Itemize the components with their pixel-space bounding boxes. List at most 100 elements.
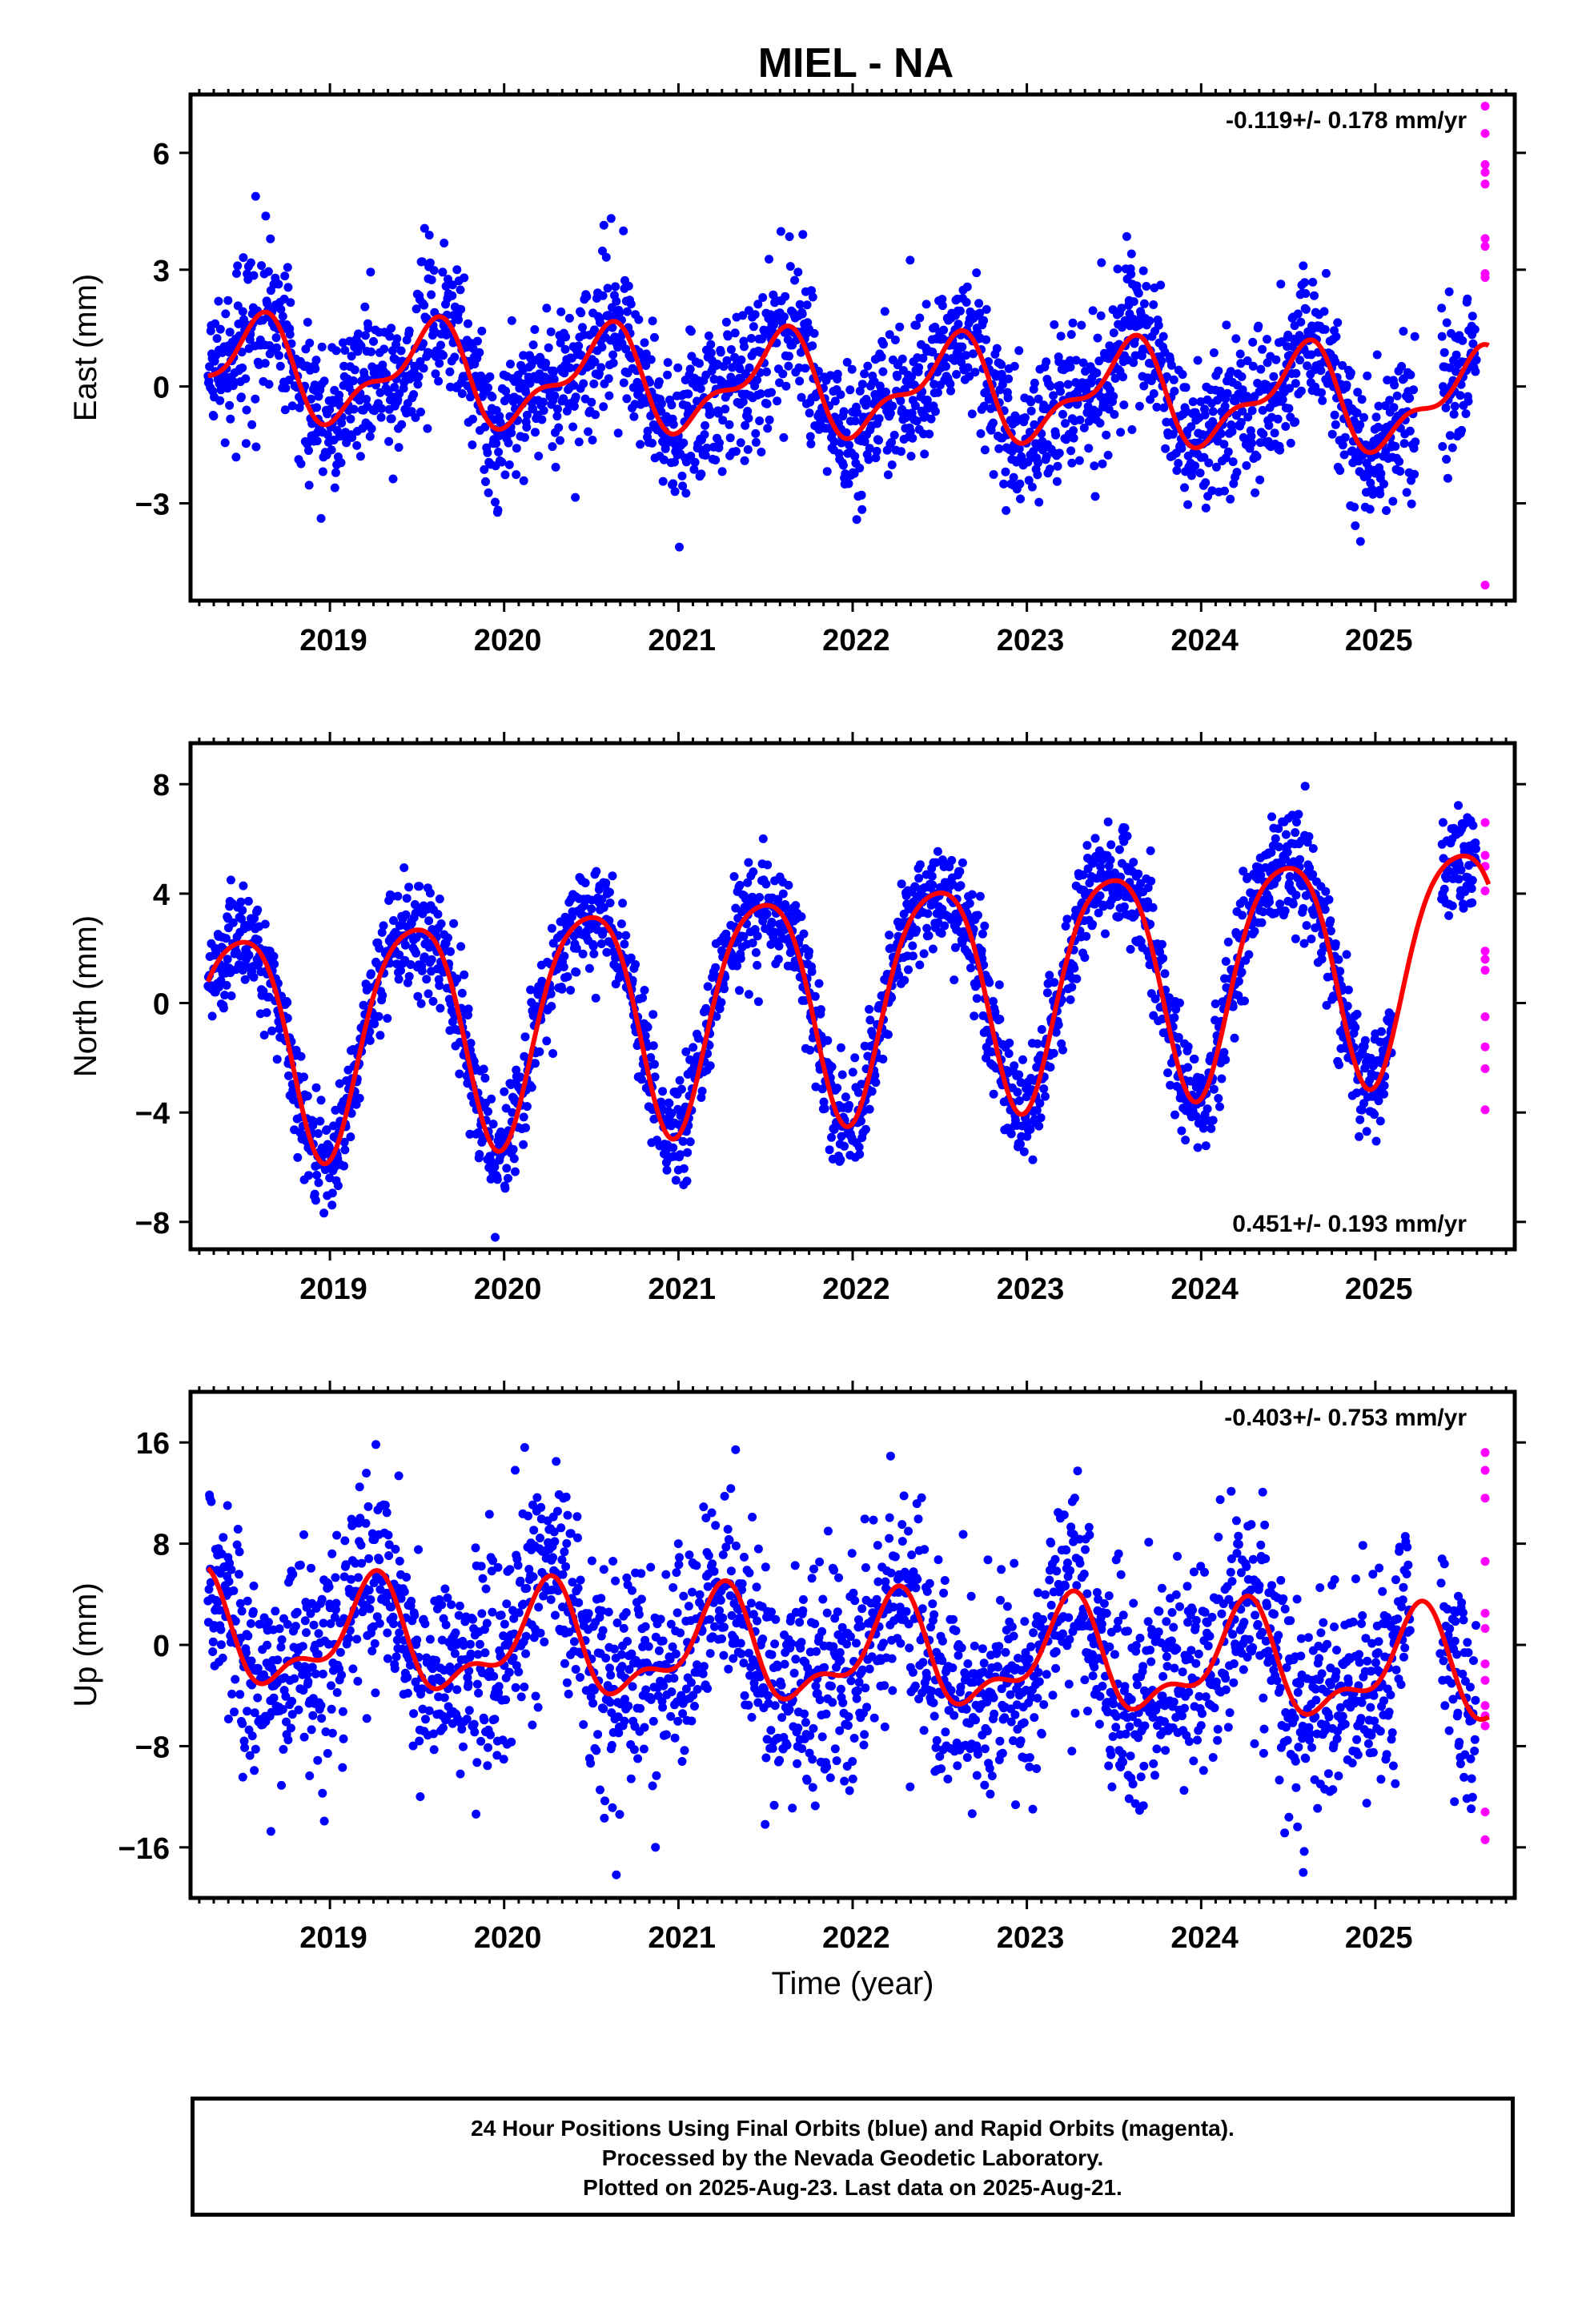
final-point — [601, 879, 611, 887]
final-point — [392, 334, 402, 344]
final-point — [317, 342, 327, 352]
final-point — [1014, 346, 1024, 356]
final-point — [402, 894, 412, 903]
final-point — [367, 424, 376, 433]
final-point — [780, 312, 789, 322]
final-point — [223, 955, 232, 964]
final-point — [1382, 506, 1391, 515]
final-point — [1163, 1068, 1173, 1078]
final-point — [1098, 459, 1107, 468]
final-point — [703, 982, 713, 991]
final-point — [1119, 400, 1129, 410]
final-point — [1247, 406, 1257, 416]
final-point — [874, 436, 883, 445]
final-point — [841, 428, 851, 437]
final-point — [992, 344, 1002, 353]
final-point — [365, 1035, 375, 1045]
final-point — [1365, 505, 1375, 514]
final-point — [1034, 1121, 1044, 1131]
final-point — [557, 984, 567, 994]
final-point — [1041, 1092, 1050, 1101]
final-point — [537, 415, 547, 424]
rapid-point — [1480, 887, 1490, 895]
final-point — [1039, 1084, 1049, 1093]
final-point — [367, 969, 375, 979]
final-point — [978, 929, 987, 939]
final-point — [1281, 830, 1291, 839]
final-point — [908, 941, 917, 951]
final-point — [233, 261, 243, 271]
final-point — [406, 960, 416, 969]
x-tick-label: 2022 — [822, 624, 890, 657]
final-point — [785, 232, 794, 241]
final-point — [412, 304, 421, 314]
final-point — [1013, 1088, 1022, 1097]
final-point — [641, 361, 651, 370]
final-point — [725, 433, 735, 443]
final-point — [897, 879, 906, 889]
final-point — [460, 273, 469, 283]
final-point — [484, 1107, 492, 1116]
final-point — [488, 392, 497, 402]
final-point — [776, 227, 785, 236]
final-point — [925, 429, 934, 439]
final-point — [207, 1011, 217, 1021]
final-point — [1014, 444, 1024, 453]
final-point — [1459, 903, 1468, 913]
final-point — [472, 336, 482, 346]
final-point — [296, 1051, 306, 1061]
final-point — [965, 899, 974, 908]
final-point — [1058, 409, 1067, 419]
final-point — [384, 436, 394, 446]
final-point — [700, 430, 709, 440]
final-point — [242, 405, 251, 415]
final-point — [475, 1150, 484, 1159]
final-point — [296, 459, 306, 468]
final-point — [249, 972, 259, 982]
final-point — [589, 325, 599, 335]
final-point — [336, 458, 346, 468]
final-point — [706, 340, 716, 349]
final-point — [1120, 823, 1130, 833]
final-point — [1113, 264, 1122, 274]
final-point — [1214, 366, 1223, 376]
final-point — [689, 1043, 698, 1052]
final-point — [488, 1120, 498, 1129]
final-point — [322, 1125, 331, 1135]
final-point — [975, 891, 985, 901]
final-point — [830, 396, 840, 406]
final-point — [814, 979, 824, 988]
final-point — [1016, 494, 1025, 504]
final-point — [972, 994, 982, 1003]
final-point — [1265, 897, 1274, 907]
final-point — [1134, 401, 1144, 411]
final-point — [1066, 330, 1076, 340]
final-point — [251, 191, 260, 201]
final-point — [952, 370, 962, 379]
final-point — [1094, 908, 1103, 918]
final-point — [542, 304, 552, 313]
final-point — [1255, 475, 1265, 485]
final-point — [1285, 384, 1294, 393]
final-point — [646, 1053, 656, 1062]
rapid-point — [1480, 1105, 1490, 1115]
final-point — [599, 402, 608, 412]
final-point — [1223, 447, 1233, 456]
final-point — [1211, 462, 1221, 472]
final-point — [1358, 451, 1367, 460]
final-point — [795, 376, 805, 386]
final-point — [1174, 1032, 1183, 1042]
final-point — [1152, 402, 1162, 412]
final-point — [261, 211, 271, 221]
final-point — [592, 866, 601, 876]
final-point — [272, 1055, 282, 1064]
final-point — [1307, 350, 1316, 360]
final-point — [805, 432, 815, 441]
final-point — [539, 406, 548, 416]
final-point — [521, 1123, 531, 1132]
final-point — [608, 323, 617, 332]
final-point — [613, 428, 623, 438]
final-point — [549, 375, 559, 384]
final-point — [827, 1132, 836, 1142]
final-point — [1004, 1049, 1014, 1059]
